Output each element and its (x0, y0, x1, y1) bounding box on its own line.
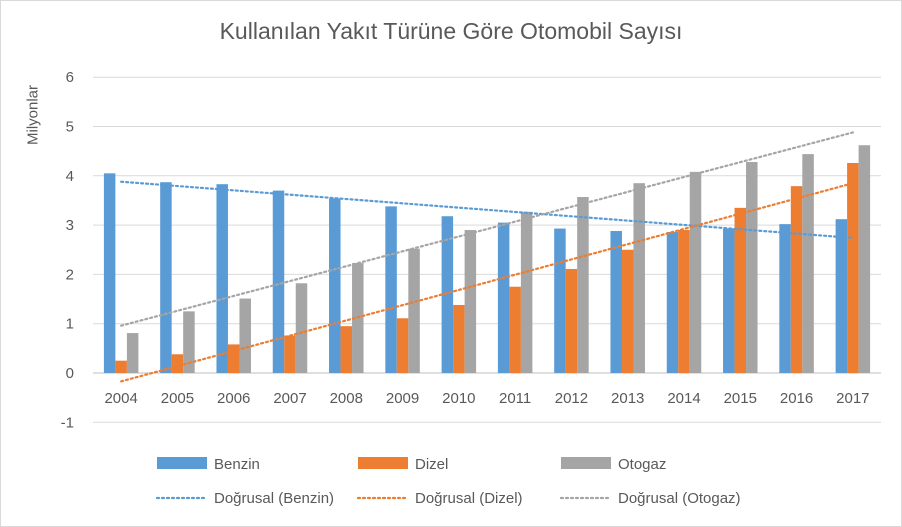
bar-dizel (678, 230, 690, 373)
bar-otogaz (802, 154, 814, 373)
bar-benzin (272, 190, 285, 373)
bar-benzin (103, 173, 116, 373)
y-axis-ticks: -1 0 1 2 3 4 5 6 (61, 69, 74, 431)
bar-dizel (565, 268, 578, 373)
bar-otogaz (183, 311, 195, 373)
y-tick-label: 4 (66, 168, 74, 185)
x-tick-label: 2004 (104, 390, 137, 407)
bar-dizel (171, 354, 184, 373)
y-tick-label: 3 (66, 217, 74, 234)
bar-benzin (441, 216, 454, 373)
legend-label: Doğrusal (Dizel) (415, 490, 523, 507)
legend-label: Doğrusal (Benzin) (214, 490, 334, 507)
bar-otogaz (408, 248, 420, 373)
y-tick-label: 2 (66, 266, 74, 283)
y-tick-label: 1 (66, 316, 74, 333)
y-tick-label: 0 (66, 365, 74, 382)
y-tick-label: 6 (66, 69, 74, 86)
trendlines (120, 131, 854, 383)
x-tick-label: 2014 (667, 390, 700, 407)
x-tick-label: 2006 (217, 390, 250, 407)
bar-otogaz (746, 161, 758, 373)
bar-dizel (509, 286, 521, 373)
bar-benzin (385, 206, 397, 373)
legend: Benzin Dizel Otogaz Doğrusal (Benzin) Doğrus… (155, 456, 741, 507)
trendline (120, 131, 854, 327)
trendline (120, 180, 854, 240)
bar-dizel (340, 326, 353, 373)
x-axis-ticks: 2004 2005 2006 2007 2008 2009 2010 2011 2012 2013… (104, 390, 869, 407)
bar-benzin (835, 219, 848, 373)
gridlines (93, 76, 881, 423)
bar-dizel (734, 207, 747, 373)
legend-swatch-benzin (157, 457, 207, 469)
bar-dizel (621, 249, 634, 373)
x-tick-label: 2015 (724, 390, 757, 407)
bar-benzin (160, 182, 172, 373)
bar-benzin (666, 232, 679, 373)
bar-benzin (497, 222, 510, 373)
bar-dizel (284, 335, 296, 373)
x-tick-label: 2012 (555, 390, 588, 407)
y-tick-label: -1 (61, 414, 74, 431)
chart-title: Kullanılan Yakıt Türüne Göre Otomobil Sa… (219, 18, 683, 44)
legend-label: Benzin (214, 456, 260, 473)
legend-label: Otogaz (618, 456, 666, 473)
bar-benzin (554, 228, 566, 373)
bar-dizel (790, 186, 803, 373)
x-tick-label: 2007 (273, 390, 306, 407)
bar-otogaz (126, 333, 139, 373)
bar-otogaz (633, 183, 645, 373)
bar-benzin (610, 231, 622, 373)
bar-benzin (329, 198, 341, 373)
bar-otogaz (577, 196, 589, 373)
bars (103, 145, 871, 373)
x-tick-label: 2008 (330, 390, 363, 407)
bar-dizel (227, 344, 240, 373)
bar-otogaz (464, 230, 477, 373)
bar-otogaz (689, 171, 702, 373)
legend-swatch-dizel (358, 457, 408, 469)
bar-otogaz (239, 298, 251, 373)
x-tick-label: 2010 (442, 390, 475, 407)
x-tick-label: 2009 (386, 390, 419, 407)
y-tick-label: 5 (66, 119, 74, 136)
bar-benzin (723, 228, 735, 373)
trendline (120, 182, 854, 383)
x-tick-label: 2005 (161, 390, 194, 407)
bar-dizel (115, 360, 127, 373)
bar-dizel (453, 304, 465, 373)
bar-benzin (779, 224, 791, 373)
legend-label: Dizel (415, 456, 448, 473)
bar-benzin (216, 184, 228, 373)
bar-otogaz (295, 283, 308, 373)
bar-dizel (847, 162, 859, 373)
x-tick-label: 2016 (780, 390, 813, 407)
x-tick-label: 2013 (611, 390, 644, 407)
bar-otogaz (858, 145, 871, 373)
bar-dizel (396, 318, 409, 373)
x-tick-label: 2017 (836, 390, 869, 407)
legend-label: Doğrusal (Otogaz) (618, 490, 741, 507)
bar-otogaz (520, 211, 533, 373)
legend-swatch-otogaz (561, 457, 611, 469)
x-tick-label: 2011 (499, 390, 531, 407)
